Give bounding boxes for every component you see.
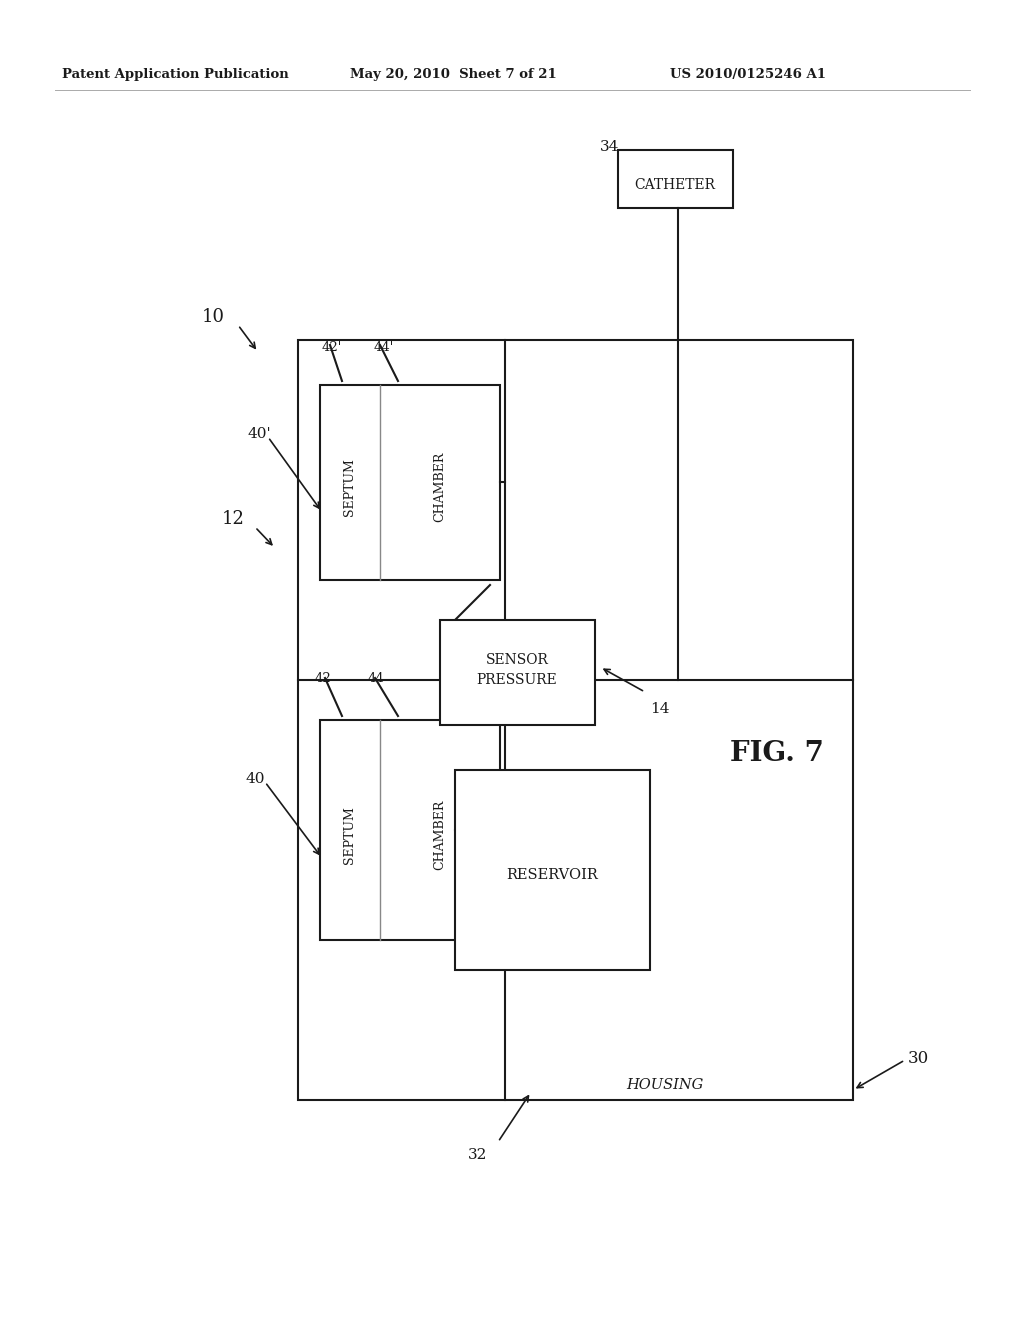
Text: 12: 12 xyxy=(222,510,245,528)
Text: SEPTUM: SEPTUM xyxy=(343,807,356,863)
Text: 30: 30 xyxy=(908,1049,929,1067)
Bar xyxy=(440,620,595,725)
Text: 32: 32 xyxy=(468,1148,487,1162)
Text: 10: 10 xyxy=(202,308,225,326)
Text: 42: 42 xyxy=(315,672,332,685)
Bar xyxy=(319,719,500,940)
Text: CATHETER: CATHETER xyxy=(635,178,716,191)
Bar xyxy=(319,385,500,579)
Text: RESERVOIR: RESERVOIR xyxy=(506,869,598,882)
Text: SENSOR: SENSOR xyxy=(485,653,549,667)
Text: 34: 34 xyxy=(600,140,620,154)
Text: CHAMBER: CHAMBER xyxy=(433,800,446,870)
Text: US 2010/0125246 A1: US 2010/0125246 A1 xyxy=(670,69,826,81)
Text: HOUSING: HOUSING xyxy=(627,1078,703,1092)
Text: 14: 14 xyxy=(650,702,670,715)
Text: Patent Application Publication: Patent Application Publication xyxy=(62,69,289,81)
Text: SEPTUM: SEPTUM xyxy=(343,458,356,516)
Text: CHAMBER: CHAMBER xyxy=(433,451,446,523)
Bar xyxy=(455,770,650,970)
Text: May 20, 2010  Sheet 7 of 21: May 20, 2010 Sheet 7 of 21 xyxy=(350,69,557,81)
Text: 42': 42' xyxy=(322,341,342,354)
Bar xyxy=(618,150,733,209)
Text: 40': 40' xyxy=(248,426,271,441)
Text: FIG. 7: FIG. 7 xyxy=(730,741,824,767)
Text: 44': 44' xyxy=(374,341,394,354)
Text: 44: 44 xyxy=(368,672,385,685)
Text: PRESSURE: PRESSURE xyxy=(476,673,557,686)
Text: 40: 40 xyxy=(245,772,264,785)
Bar xyxy=(298,341,853,1100)
